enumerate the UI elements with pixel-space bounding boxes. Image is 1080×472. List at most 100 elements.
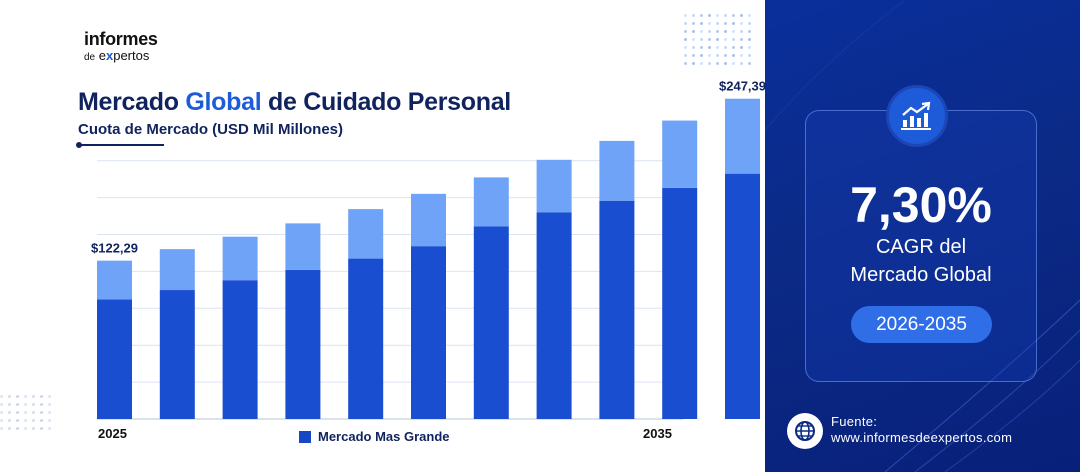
decor-dot — [24, 395, 27, 398]
decor-dot — [724, 46, 727, 49]
decor-dot — [684, 46, 687, 49]
cagr-value: 7,30% — [850, 177, 992, 233]
bar-segment-bottom-2032 — [536, 212, 572, 419]
decor-dot — [32, 395, 35, 398]
source: Fuente: www.informesdeexpertos.com — [831, 414, 1012, 446]
bar-segment-bottom-2035 — [725, 173, 760, 419]
bar-segment-bottom-2034 — [662, 187, 698, 419]
bar-segment-bottom-2033 — [599, 200, 635, 419]
decor-dot — [0, 419, 3, 422]
decor-dot — [716, 14, 719, 17]
decor-dot — [32, 403, 35, 406]
decor-dot — [8, 403, 11, 406]
decor-dot — [48, 419, 51, 422]
chart-panel: informes de expertos Mercado Global de C… — [0, 14, 765, 444]
decor-dot — [724, 14, 727, 17]
decorative-dots-top — [684, 14, 754, 69]
decor-dot — [732, 62, 735, 65]
decor-dot — [40, 411, 43, 414]
chart-title: Mercado Global de Cuidado Personal — [78, 88, 511, 117]
decor-dot — [748, 22, 751, 25]
decor-dot — [692, 46, 695, 49]
decor-dot — [692, 30, 695, 33]
data-label-first: $122,29 — [91, 241, 138, 256]
bar-segment-top-2029 — [348, 209, 384, 259]
cagr-line1: CAGR del — [875, 236, 967, 258]
bar-segment-bottom-2030 — [411, 246, 446, 419]
logo-part-a: e — [98, 48, 106, 63]
globe-icon — [787, 413, 823, 449]
bar-segment-bottom-2026 — [159, 290, 195, 419]
x-end-label: 2035 — [643, 426, 672, 441]
decor-dot — [692, 14, 695, 17]
x-start-label: 2025 — [98, 426, 127, 441]
bar-segment-top-2035 — [725, 98, 760, 174]
decor-dot — [40, 419, 43, 422]
decor-dot — [48, 427, 51, 430]
decor-dot — [716, 38, 719, 41]
decor-dot — [40, 427, 43, 430]
data-label-last: $247,39 — [719, 79, 765, 94]
decor-dot — [684, 14, 687, 17]
decor-dot — [716, 22, 719, 25]
decor-dot — [708, 38, 711, 41]
decor-dot — [8, 419, 11, 422]
decor-dot — [700, 22, 703, 25]
logo-pre: de — [84, 52, 96, 63]
subtitle-underline — [76, 142, 164, 148]
decor-dot — [708, 30, 711, 33]
decor-dot — [708, 46, 711, 49]
decor-dot — [700, 46, 703, 49]
decor-dot — [708, 22, 711, 25]
decor-dot — [724, 62, 727, 65]
decor-dot — [684, 22, 687, 25]
decor-dot — [724, 54, 727, 57]
background-waves — [765, 0, 1080, 472]
decor-dot — [8, 411, 11, 414]
bar-segment-top-2032 — [536, 159, 572, 213]
decor-dot — [724, 30, 727, 33]
decor-dot — [8, 395, 11, 398]
decor-dot — [692, 22, 695, 25]
bar-segment-top-2034 — [662, 120, 698, 188]
decor-dot — [32, 419, 35, 422]
decor-dot — [24, 419, 27, 422]
decor-dot — [732, 46, 735, 49]
period-badge: 2026-2035 — [851, 306, 992, 343]
bar-segment-top-2028 — [285, 223, 321, 270]
growth-chart-icon — [886, 85, 948, 147]
decor-dot — [32, 411, 35, 414]
decor-dot — [716, 54, 719, 57]
decor-dot — [16, 419, 19, 422]
logo-line1: informes — [84, 29, 158, 49]
decor-dot — [748, 38, 751, 41]
bar-segment-top-2030 — [411, 193, 446, 247]
decor-dot — [740, 62, 743, 65]
decor-dot — [684, 54, 687, 57]
source-url[interactable]: www.informesdeexpertos.com — [831, 430, 1013, 445]
decor-dot — [8, 427, 11, 430]
logo-accent: x — [105, 48, 114, 63]
decor-dot — [692, 62, 695, 65]
decor-dot — [48, 403, 51, 406]
decor-dot — [732, 14, 735, 17]
decor-dot — [16, 427, 19, 430]
decor-dot — [732, 30, 735, 33]
cagr-text: CAGR del Mercado Global — [805, 233, 1037, 289]
decor-dot — [724, 38, 727, 41]
decor-dot — [740, 54, 743, 57]
legend-label: Mercado Mas Grande — [318, 429, 450, 444]
decor-dot — [716, 46, 719, 49]
decor-dot — [684, 38, 687, 41]
decor-dot — [716, 30, 719, 33]
decor-dot — [684, 30, 687, 33]
decor-dot — [48, 395, 51, 398]
bar-segment-bottom-2029 — [348, 258, 384, 419]
decor-dot — [748, 14, 751, 17]
decor-dot — [740, 38, 743, 41]
bar-segment-top-2027 — [222, 236, 258, 281]
decor-dot — [700, 62, 703, 65]
decor-dot — [732, 22, 735, 25]
decor-dot — [684, 62, 687, 65]
decor-dot — [700, 54, 703, 57]
